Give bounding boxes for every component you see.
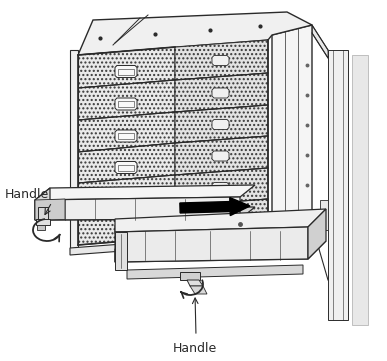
Polygon shape (35, 188, 50, 220)
Polygon shape (212, 151, 229, 161)
Polygon shape (78, 80, 175, 120)
Polygon shape (115, 232, 127, 270)
Polygon shape (115, 98, 137, 110)
Polygon shape (175, 199, 268, 237)
Polygon shape (212, 119, 229, 130)
Polygon shape (78, 143, 175, 183)
Polygon shape (115, 192, 137, 204)
Polygon shape (308, 209, 326, 259)
Polygon shape (187, 280, 203, 286)
Text: Handle: Handle (173, 342, 217, 355)
Polygon shape (38, 207, 48, 221)
Polygon shape (272, 25, 312, 225)
Polygon shape (190, 286, 207, 294)
Polygon shape (78, 175, 175, 214)
Polygon shape (320, 200, 328, 230)
Polygon shape (78, 47, 175, 88)
Polygon shape (175, 105, 268, 143)
Polygon shape (70, 218, 312, 255)
Polygon shape (35, 199, 65, 220)
Polygon shape (175, 40, 268, 80)
Polygon shape (70, 50, 78, 250)
Polygon shape (352, 55, 368, 325)
Polygon shape (78, 112, 175, 152)
Polygon shape (175, 73, 268, 112)
Polygon shape (328, 50, 348, 320)
Polygon shape (115, 241, 326, 262)
Polygon shape (180, 272, 200, 280)
Polygon shape (35, 185, 255, 200)
Polygon shape (36, 219, 50, 225)
Polygon shape (212, 56, 229, 65)
Polygon shape (115, 161, 137, 174)
Polygon shape (35, 197, 240, 220)
Polygon shape (127, 265, 303, 279)
Text: Handle: Handle (5, 188, 49, 201)
FancyArrow shape (180, 197, 250, 216)
Polygon shape (78, 206, 175, 245)
Polygon shape (37, 225, 45, 230)
Polygon shape (115, 223, 137, 235)
Polygon shape (35, 207, 255, 220)
Polygon shape (212, 183, 229, 192)
Polygon shape (212, 88, 229, 98)
Polygon shape (115, 130, 137, 142)
Polygon shape (115, 227, 308, 262)
Polygon shape (175, 136, 268, 175)
Polygon shape (115, 209, 326, 232)
Polygon shape (312, 25, 328, 58)
Polygon shape (78, 12, 312, 55)
Polygon shape (175, 168, 268, 206)
Polygon shape (115, 65, 137, 78)
